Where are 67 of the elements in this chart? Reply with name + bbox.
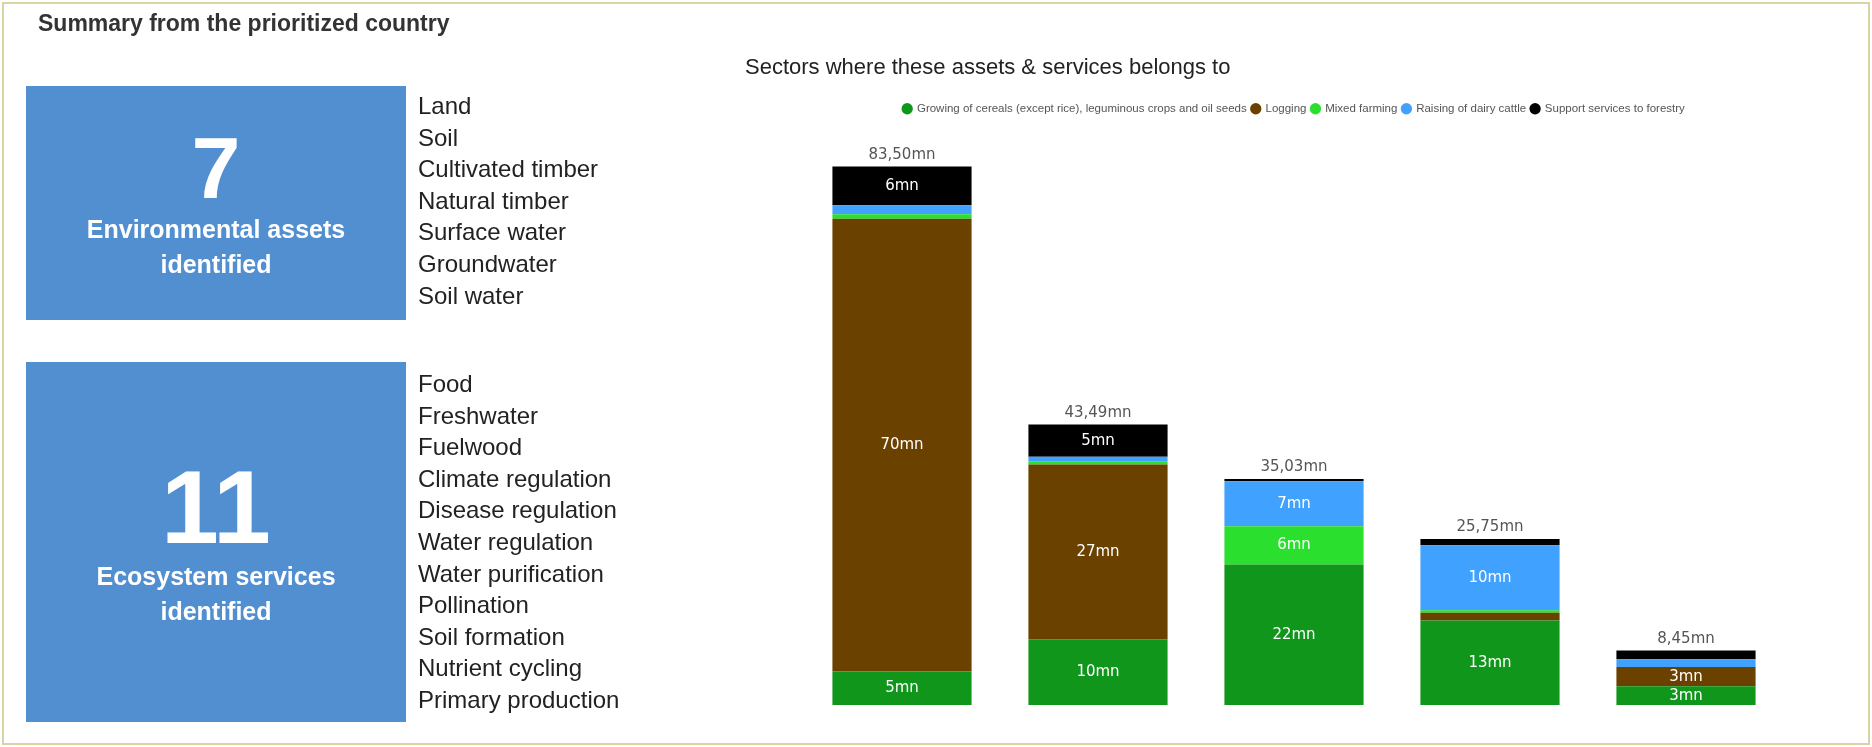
total-label: 25,75mn <box>1456 517 1524 536</box>
text: Water purification <box>418 558 605 589</box>
bar <box>832 671 972 705</box>
text: Cultivated timber <box>418 154 599 185</box>
bar <box>1420 612 1560 621</box>
chart-title: Sectors where these assets & services belongs to <box>745 54 1231 80</box>
bar <box>1028 424 1168 457</box>
legend-label: Logging <box>1265 101 1307 114</box>
category-label: Environmental assets identified <box>85 214 347 280</box>
text: Fuelwood <box>418 432 524 463</box>
text: Primary production <box>418 684 620 715</box>
text: Water regulation <box>418 526 595 557</box>
bar <box>1224 479 1364 482</box>
text: Summary from the prioritized country <box>38 10 450 37</box>
text: Natural timber <box>418 185 570 216</box>
data-label: 13mn <box>1468 652 1512 671</box>
bar <box>1028 464 1168 640</box>
text: Soil <box>418 122 460 153</box>
bar <box>1420 545 1560 611</box>
bar <box>1420 610 1560 613</box>
data-label: 22mn <box>1272 624 1316 643</box>
bar <box>1420 538 1560 546</box>
data-label: 10mn <box>1076 662 1120 681</box>
text: Soil formation <box>418 621 566 652</box>
bar <box>832 166 972 206</box>
data-label: 7 <box>191 118 241 217</box>
legend-label: Growing of cereals (except rice), leguminous crops and oil seeds <box>916 101 1248 114</box>
data-label: 10mn <box>1468 567 1512 586</box>
bar <box>1028 461 1168 465</box>
text: Disease regulation <box>418 495 618 526</box>
total-label: 83,50mn <box>868 144 936 163</box>
text: Freshwater <box>418 400 540 431</box>
data-label: 6mn <box>885 175 919 194</box>
bar <box>832 205 972 215</box>
data-label: 3mn <box>1669 666 1703 685</box>
data-label: 27mn <box>1076 541 1120 560</box>
data-label: 7mn <box>1277 493 1311 512</box>
text: Climate regulation <box>418 463 613 494</box>
text: Pollination <box>418 590 530 621</box>
bar <box>1420 620 1560 705</box>
bar <box>1616 666 1756 687</box>
bar <box>1028 639 1168 705</box>
legend-label: Mixed farming <box>1325 101 1398 114</box>
bar <box>1224 526 1364 565</box>
total-label: 8,45mn <box>1657 628 1715 647</box>
data-label: 6mn <box>1277 535 1311 554</box>
bar <box>1616 650 1756 660</box>
text: Surface water <box>418 217 568 248</box>
data-label: 70mn <box>880 434 924 453</box>
legend-label: Raising of dairy cattle <box>1416 101 1527 114</box>
text: Soil water <box>418 280 525 311</box>
total-label: 43,49mn <box>1064 402 1132 421</box>
data-label: 5mn <box>1081 430 1115 449</box>
bar <box>1224 481 1364 527</box>
legend-label: Support services to forestry <box>1544 101 1686 114</box>
total-label: 35,03mn <box>1260 457 1328 476</box>
text: Land <box>418 91 473 121</box>
bar <box>832 214 972 219</box>
text: Groundwater <box>418 248 558 279</box>
data-label: 5mn <box>885 678 919 697</box>
text: Nutrient cycling <box>418 653 584 684</box>
text: Food <box>418 369 474 399</box>
bar <box>1616 659 1756 667</box>
bar <box>832 218 972 672</box>
bar <box>1224 564 1364 705</box>
data-label: 3mn <box>1669 685 1703 704</box>
bar <box>1616 686 1756 705</box>
